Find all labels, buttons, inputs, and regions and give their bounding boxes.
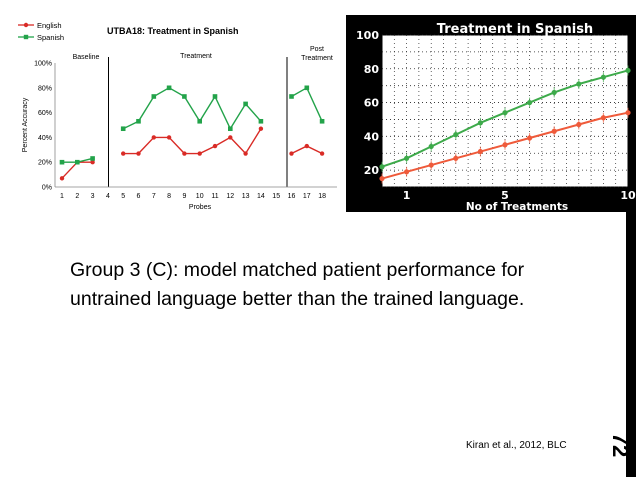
chart-right-title: Treatment in Spanish (437, 22, 593, 37)
chart-left-background (10, 15, 346, 212)
y-tick-40: 40 (364, 130, 380, 143)
x-tick-6: 6 (137, 193, 141, 200)
y-tick-100: 100% (34, 61, 52, 68)
x-tick-3: 3 (91, 193, 95, 200)
x-tick-11: 11 (211, 193, 218, 200)
spanish-point (182, 94, 187, 99)
x-tick-7: 7 (152, 193, 156, 200)
x-tick-5: 5 (121, 193, 125, 200)
english-line-segment-2 (123, 128, 262, 155)
x-tick-16: 16 (288, 193, 296, 200)
x-tick-1: 1 (403, 189, 411, 202)
english-point (319, 151, 325, 156)
y-tick-80: 80 (364, 63, 380, 76)
y-axis-label: Percent Accuracy (22, 97, 29, 152)
phase-label-post-line2: Treatment (301, 55, 333, 62)
x-tick-15: 15 (272, 193, 280, 200)
x-tick-14: 14 (257, 193, 265, 200)
spanish-point (59, 159, 65, 165)
y-tick-80: 80% (38, 85, 52, 92)
english-point (212, 143, 218, 149)
x-tick-10: 10 (620, 189, 636, 202)
english-point (258, 126, 264, 131)
chart-model-treatment-in-spanish: Treatment in Spanish 20 40 60 80 100 1 5 10 No of… (346, 15, 636, 212)
spanish-point (258, 118, 264, 124)
x-tick-13: 13 (242, 193, 250, 200)
y-tick-100: 100 (356, 29, 379, 42)
x-axis-label: Probes (189, 204, 212, 211)
english-point (182, 151, 187, 156)
chart-utba18: English Spanish UTBA18: Treatment in Spani… (10, 15, 346, 212)
spanish-point (136, 118, 141, 124)
spanish-point (289, 94, 294, 99)
y-tick-40: 40% (38, 135, 52, 142)
phase-label-baseline: Baseline (73, 54, 100, 61)
english-point (289, 151, 294, 156)
spanish-line-segment-2 (122, 86, 262, 131)
legend-marker-spanish (23, 34, 29, 40)
chart-left-title: UTBA18: Treatment in Spanish (107, 26, 239, 36)
phase-label-post-line1: Post (310, 46, 324, 53)
x-tick-10: 10 (196, 193, 204, 200)
x-axis-label: No of Treatments (466, 201, 568, 212)
english-point (228, 135, 233, 140)
y-tick-60: 60 (364, 97, 380, 110)
x-tick-1: 1 (60, 193, 64, 200)
spanish-point (319, 118, 325, 124)
legend-label-english: English (37, 21, 62, 30)
citation: Kiran et al., 2012, BLC (466, 440, 567, 451)
x-tick-9: 9 (182, 193, 186, 200)
english-point (59, 176, 65, 181)
slide-number: 72 (608, 432, 633, 458)
spanish-point (243, 101, 248, 107)
x-tick-17: 17 (303, 193, 311, 200)
y-tick-0: 0% (42, 185, 52, 192)
y-tick-60: 60% (38, 110, 52, 117)
english-point (136, 151, 141, 156)
spanish-point (228, 126, 233, 132)
spanish-point (90, 156, 95, 161)
phase-label-treatment: Treatment (180, 53, 212, 60)
x-tick-18: 18 (318, 193, 326, 200)
x-tick-8: 8 (167, 193, 171, 200)
legend-label-spanish: Spanish (37, 33, 64, 42)
spanish-point (151, 94, 157, 99)
x-tick-12: 12 (226, 193, 234, 200)
right-accent-bar (626, 212, 636, 477)
x-tick-4: 4 (106, 193, 110, 200)
spanish-point (120, 126, 126, 132)
spanish-point (166, 85, 172, 91)
y-tick-20: 20% (38, 160, 52, 167)
x-tick-2: 2 (75, 193, 79, 200)
spanish-point (197, 118, 202, 124)
english-point (304, 143, 309, 149)
legend-marker-english (23, 22, 29, 28)
english-point (121, 151, 126, 156)
y-tick-20: 20 (364, 164, 380, 177)
english-point (197, 151, 202, 156)
english-point (243, 151, 248, 156)
body-text: Group 3 (C): model matched patient perfo… (70, 259, 525, 310)
english-point (151, 135, 156, 140)
english-point (90, 160, 95, 165)
spanish-point (304, 85, 310, 91)
english-point (166, 135, 172, 140)
spanish-point (212, 94, 218, 99)
spanish-point (75, 159, 80, 165)
x-tick-5: 5 (501, 189, 509, 202)
